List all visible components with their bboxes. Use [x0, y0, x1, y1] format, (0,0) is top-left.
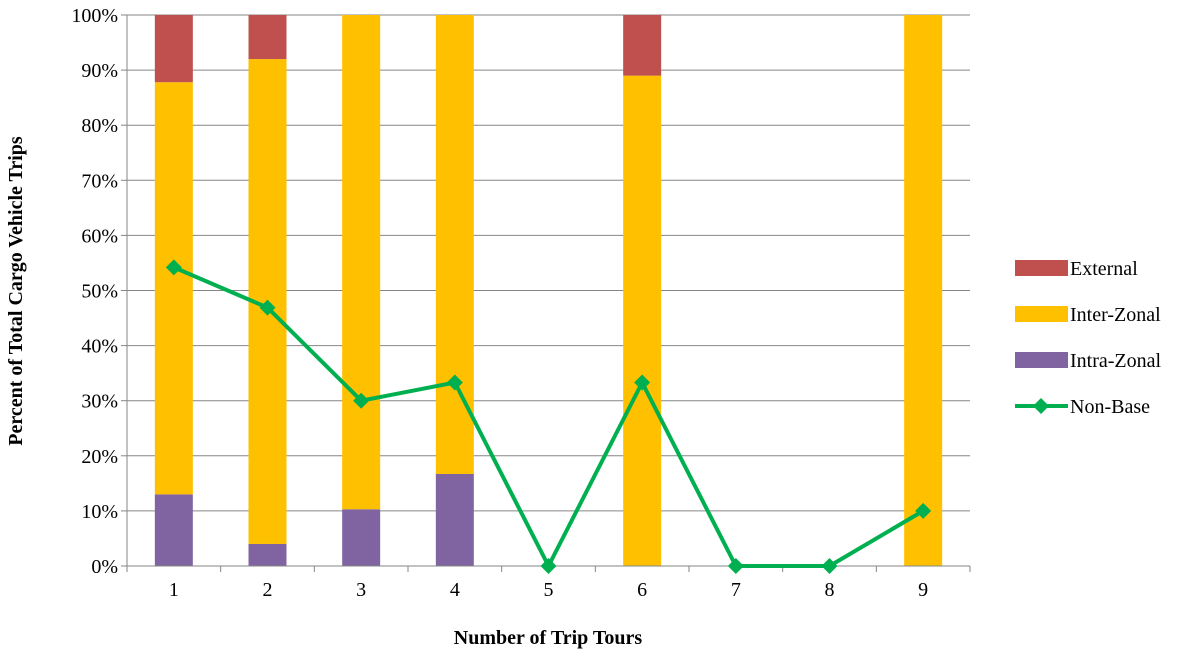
- x-tick-label: 1: [169, 579, 179, 601]
- data-point-marker: [353, 392, 370, 409]
- y-tick-label: 0%: [91, 556, 118, 578]
- bar-external: [623, 15, 662, 76]
- x-tick-label: 8: [825, 579, 835, 601]
- axes: [121, 14, 971, 572]
- bar-external: [248, 15, 287, 60]
- y-tick-label: 30%: [81, 391, 118, 413]
- data-point-marker: [821, 558, 838, 574]
- bar-inter-zonal: [904, 15, 943, 566]
- x-tick-label: 7: [731, 579, 741, 601]
- legend-label: External: [1070, 258, 1138, 280]
- bar-external: [154, 15, 193, 83]
- data-point-marker: [165, 259, 182, 276]
- legend-label: Non-Base: [1070, 396, 1150, 418]
- y-tick-label: 60%: [81, 225, 118, 247]
- x-tick-label: 4: [450, 579, 460, 601]
- non-base-line-series: [165, 259, 932, 574]
- x-tick-label: 6: [637, 579, 647, 601]
- x-tick-label: 2: [263, 579, 273, 601]
- bars: [154, 15, 943, 567]
- legend-swatch: [1015, 352, 1068, 368]
- legend-swatch-marker: [1033, 398, 1049, 414]
- legend-swatch: [1015, 306, 1068, 322]
- x-tick-label: 5: [544, 579, 554, 601]
- legend-label: Inter-Zonal: [1070, 304, 1161, 326]
- y-tick-label: 80%: [81, 115, 118, 137]
- x-tick-label: 3: [356, 579, 366, 601]
- legend-swatch: [1015, 260, 1068, 276]
- y-tick-label: 40%: [81, 336, 118, 358]
- bar-inter-zonal: [623, 75, 662, 567]
- bar-inter-zonal: [342, 15, 381, 510]
- data-point-marker: [634, 374, 651, 391]
- tick-labels: 0% 10% 20% 30% 40% 50% 60% 70% 80% 90% 100% 1 2 3 4 5 6 7…: [71, 5, 928, 601]
- data-point-marker: [446, 374, 463, 391]
- bar-intra-zonal: [154, 494, 193, 566]
- bar-intra-zonal: [435, 473, 474, 566]
- y-tick-label: 70%: [81, 170, 118, 192]
- data-point-marker: [259, 299, 276, 316]
- bar-inter-zonal: [154, 82, 193, 495]
- x-tick-label: 9: [918, 579, 928, 601]
- y-tick-label: 10%: [81, 501, 118, 523]
- legend: External Inter-Zonal Intra-Zonal Non-Base: [1015, 258, 1162, 418]
- y-axis-title: Percent of Total Cargo Vehicle Trips: [5, 136, 27, 446]
- bar-inter-zonal: [435, 15, 474, 474]
- x-axis-title: Number of Trip Tours: [454, 627, 643, 649]
- y-tick-label: 50%: [81, 281, 118, 303]
- legend-label: Intra-Zonal: [1070, 350, 1162, 372]
- y-tick-label: 90%: [81, 60, 118, 82]
- bar-intra-zonal: [248, 543, 287, 566]
- y-tick-label: 20%: [81, 446, 118, 468]
- bar-intra-zonal: [342, 509, 381, 566]
- y-tick-label: 100%: [71, 5, 118, 27]
- data-point-marker: [915, 502, 932, 519]
- data-point-marker: [727, 558, 744, 574]
- data-point-marker: [540, 558, 557, 574]
